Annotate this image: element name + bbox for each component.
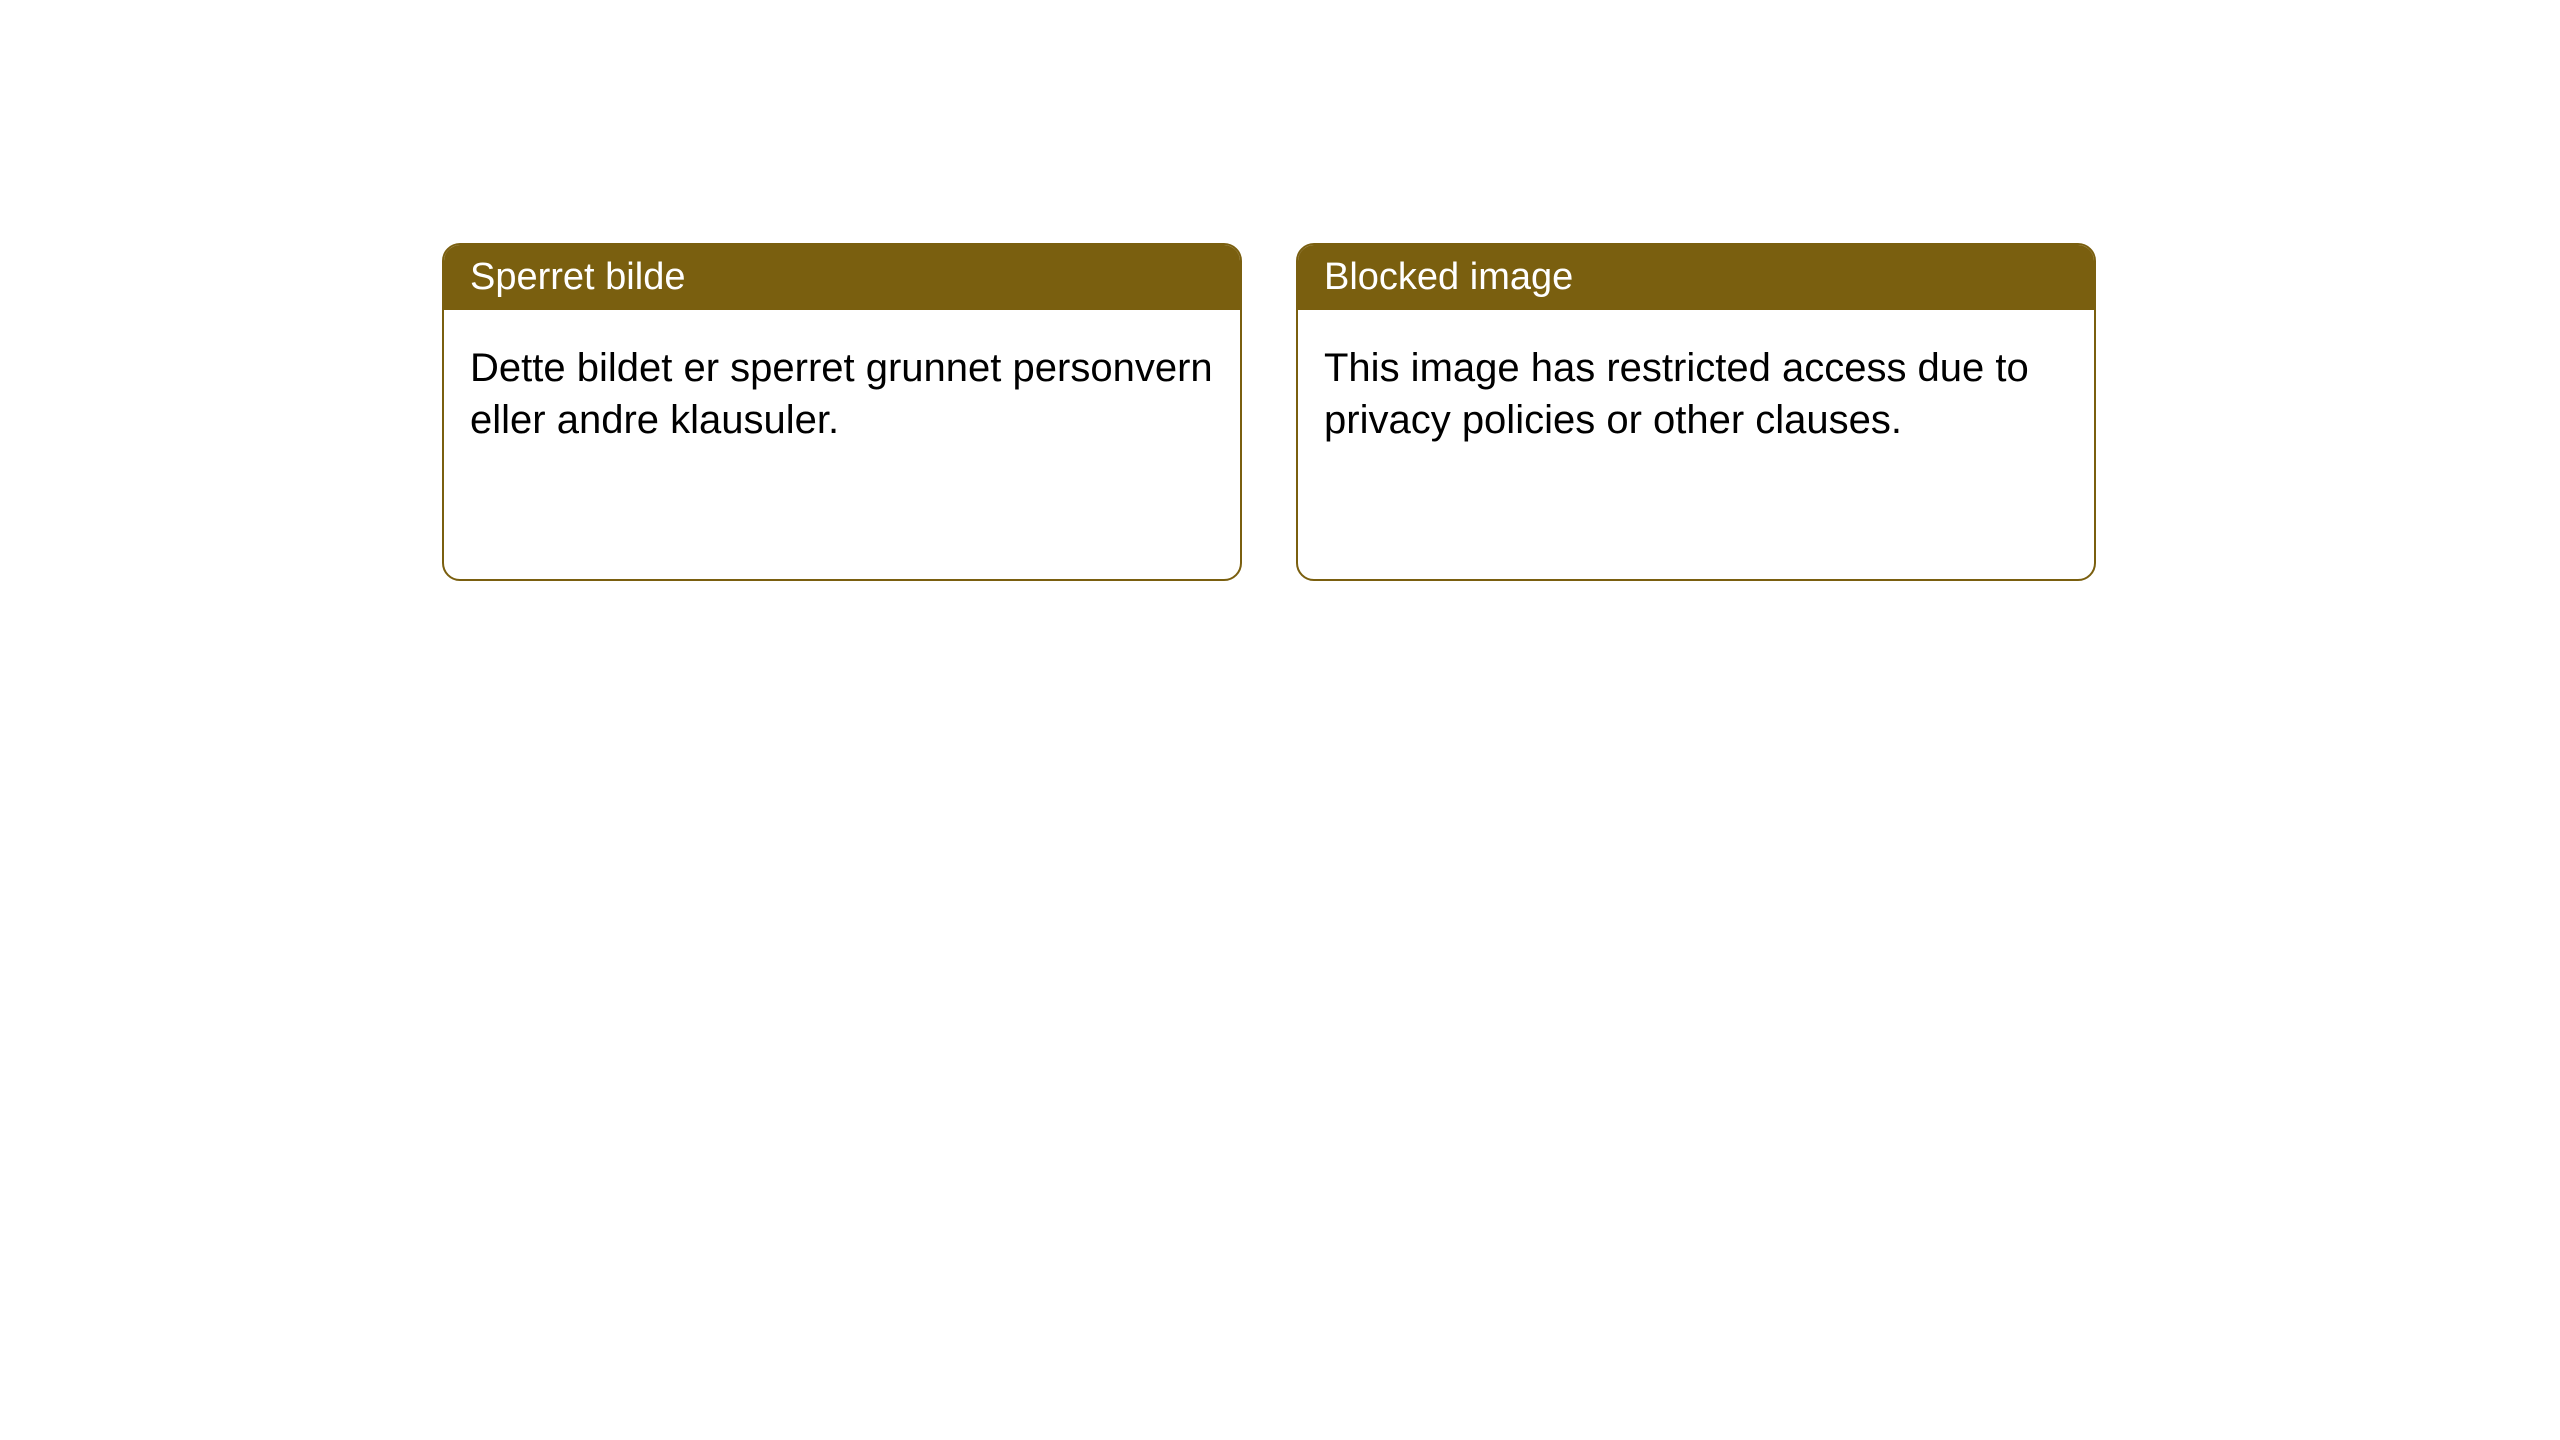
panel-body-norwegian: Dette bildet er sperret grunnet personve… — [444, 310, 1240, 478]
panel-english: Blocked image This image has restricted … — [1296, 243, 2096, 581]
panel-header-norwegian: Sperret bilde — [444, 245, 1240, 310]
panel-header-english: Blocked image — [1298, 245, 2094, 310]
panel-body-english: This image has restricted access due to … — [1298, 310, 2094, 478]
panel-norwegian: Sperret bilde Dette bildet er sperret gr… — [442, 243, 1242, 581]
panel-container: Sperret bilde Dette bildet er sperret gr… — [0, 0, 2560, 581]
